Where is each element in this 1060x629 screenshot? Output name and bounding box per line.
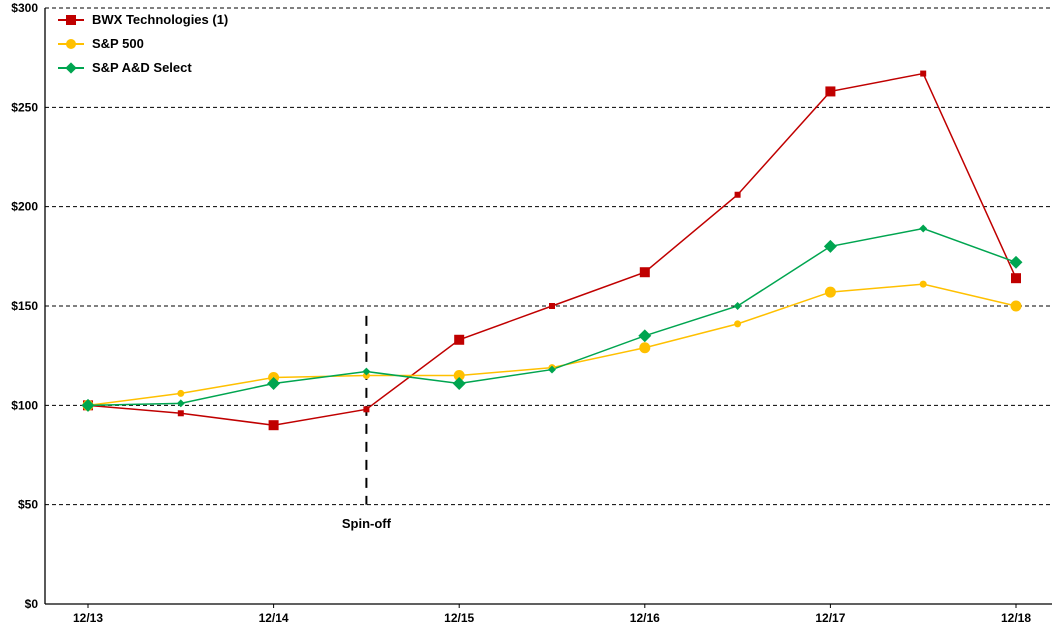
legend-label-sp-ad: S&P A&D Select [92,60,192,75]
x-tick-label: 12/17 [815,611,845,625]
x-tick-label: 12/14 [259,611,289,625]
marker-2-5 [548,365,556,374]
marker-0-4 [454,334,465,345]
legend-shape [66,15,76,25]
legend-shape [65,62,77,74]
marker-1-1 [177,389,185,397]
legend-label-bwx: BWX Technologies (1) [92,12,229,27]
y-tick-label: $0 [25,597,39,611]
marker-0-5 [549,303,555,309]
spinoff-annotation-label: Spin-off [341,515,391,531]
marker-1-7 [734,320,742,328]
series-line-2 [87,227,1017,407]
legend: BWX Technologies (1) S&P 500 S&P A&D Sel… [58,13,228,75]
y-tick-label: $300 [11,1,38,15]
marker-2-7 [733,302,742,310]
circle-marker-icon [58,38,84,50]
x-tick-label: 12/15 [444,611,474,625]
marker-1-3 [362,372,370,380]
y-tick-label: $50 [18,498,38,512]
legend-shape [66,39,76,49]
marker-0-6 [639,267,650,278]
y-tick-label: $200 [11,200,38,214]
marker-2-0 [81,398,95,412]
y-tick-label: $150 [11,299,38,313]
axes [44,8,1052,605]
marker-0-8 [825,86,836,97]
gridlines [45,7,1052,506]
marker-0-3 [363,406,370,413]
marker-0-10 [1011,273,1021,284]
marker-2-8 [823,239,837,253]
marker-0-7 [734,191,741,198]
x-tick-label: 12/16 [630,611,660,625]
marker-0-9 [920,70,927,77]
y-axis-labels: $0 $50 $100 $150 $200 $250 $300 [11,1,38,611]
marker-2-2 [267,377,281,390]
marker-2-3 [362,367,371,376]
diamond-marker-icon [58,62,84,74]
series-markers [81,70,1023,431]
marker-2-6 [638,329,652,343]
x-axis-labels: 12/13 12/14 12/15 12/16 12/17 12/18 [73,604,1031,625]
legend-item-sp500: S&P 500 [58,37,228,51]
x-tick-label: 12/13 [73,611,103,625]
legend-label-sp500: S&P 500 [92,36,144,51]
series-line-1 [87,283,1017,407]
marker-1-8 [824,286,836,298]
marker-2-1 [176,399,185,408]
marker-0-1 [177,410,184,417]
marker-0-2 [268,420,279,431]
y-tick-label: $100 [11,398,38,412]
marker-1-10 [1010,300,1022,312]
marker-1-6 [639,342,651,354]
legend-item-sp-ad-select: S&P A&D Select [58,61,228,75]
square-marker-icon [58,14,84,26]
marker-2-4 [452,377,466,390]
marker-2-10 [1009,255,1023,269]
marker-2-9 [919,224,928,233]
legend-item-bwx-technologies: BWX Technologies (1) [58,13,228,27]
marker-1-4 [453,370,465,382]
x-tick-label: 12/18 [1001,611,1031,625]
y-tick-label: $250 [11,100,38,114]
marker-1-9 [919,280,927,288]
